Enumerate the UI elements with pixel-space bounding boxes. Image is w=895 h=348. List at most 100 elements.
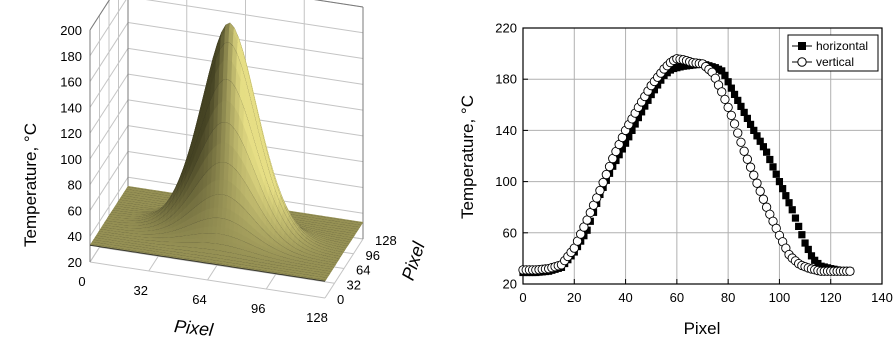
legend: horizontal vertical [787, 34, 879, 72]
point-vertical [755, 186, 765, 196]
point-horizontal [734, 96, 742, 104]
point-vertical [752, 178, 762, 188]
x-tick-label: 40 [618, 290, 632, 305]
point-vertical [726, 110, 736, 121]
point-horizontal [718, 67, 726, 75]
point-vertical [729, 119, 740, 129]
legend-label-horizontal: horizontal [816, 39, 868, 53]
legend-label-vertical: vertical [816, 55, 854, 69]
point-horizontal [654, 81, 662, 89]
x-tick-label-3d: 0 [78, 274, 85, 289]
plot-x-axis-label: Pixel [684, 319, 721, 338]
point-horizontal [743, 114, 751, 122]
y-tick-label: 20 [503, 277, 517, 292]
point-horizontal [730, 90, 739, 98]
point-vertical [845, 266, 855, 276]
z-tick-label: 100 [60, 152, 82, 167]
point-horizontal [628, 126, 636, 134]
z-tick-label: 200 [60, 23, 82, 38]
surface-y-axis-label: Pixel [398, 239, 429, 283]
x-tick-label: 80 [721, 290, 735, 305]
x-tick-label: 140 [871, 290, 893, 305]
x-tick-label-3d: 128 [306, 310, 328, 325]
z-tick-label: 120 [60, 126, 82, 141]
point-horizontal [766, 155, 774, 164]
point-horizontal [621, 139, 630, 147]
point-horizontal [721, 71, 729, 79]
point-horizontal [740, 108, 748, 116]
surface-z-axis-label: Temperature, °C [21, 123, 40, 247]
box-edge [314, 0, 364, 8]
point-horizontal [756, 137, 764, 145]
point-horizontal [772, 170, 780, 178]
surface-x-axis-label: Pixel [173, 316, 215, 340]
x-tick-label-3d: 32 [134, 283, 148, 298]
point-horizontal [804, 245, 812, 254]
point-horizontal [618, 145, 626, 153]
point-horizontal [759, 143, 768, 151]
point-vertical [749, 170, 759, 180]
point-horizontal [807, 252, 816, 260]
point-horizontal [795, 222, 803, 230]
surface-mesh [89, 22, 364, 282]
point-vertical [604, 161, 615, 172]
x-tick-label: 100 [769, 290, 791, 305]
point-horizontal [782, 192, 790, 200]
point-vertical [723, 102, 733, 113]
point-horizontal [753, 132, 761, 140]
surface-tick-labels: 2040608010012014016018020003264961280326… [60, 23, 396, 325]
y-tick-label-3d: 64 [356, 263, 370, 278]
x-tick-label: 120 [820, 290, 842, 305]
point-vertical [736, 137, 746, 147]
point-vertical [742, 154, 753, 164]
point-horizontal [644, 96, 652, 104]
x-tick-label: 60 [670, 290, 684, 305]
point-horizontal [801, 239, 809, 247]
point-horizontal [763, 148, 771, 156]
plot-y-axis-label: Temperature, °C [458, 95, 477, 219]
z-tick-label: 160 [60, 75, 82, 90]
point-horizontal [750, 126, 758, 134]
plot-area-border [522, 27, 883, 285]
x-tick-label-3d: 64 [192, 292, 206, 307]
point-vertical [598, 177, 608, 188]
y-tick-label: 140 [495, 123, 517, 138]
x-tick-label-3d: 96 [251, 301, 265, 316]
point-horizontal [637, 108, 646, 116]
y-tick-label-3d: 96 [366, 248, 380, 263]
point-horizontal [631, 120, 639, 128]
box-edge [89, 0, 110, 31]
point-horizontal [647, 90, 655, 99]
y-tick-label-3d: 0 [337, 292, 344, 307]
point-horizontal [724, 78, 732, 86]
series-vertical [518, 54, 855, 276]
y-tick-label: 100 [495, 174, 517, 189]
point-vertical [745, 162, 756, 172]
point-horizontal [798, 231, 806, 239]
z-tick-label: 20 [68, 255, 82, 270]
floor-gridline [324, 238, 364, 299]
point-horizontal [737, 102, 745, 110]
legend-marker-vertical [797, 57, 807, 67]
point-vertical [595, 185, 605, 196]
point-vertical [720, 94, 730, 105]
y-tick-label: 220 [495, 21, 517, 36]
point-horizontal [634, 114, 642, 122]
point-horizontal [727, 84, 735, 92]
point-horizontal [788, 206, 796, 214]
plot-series [518, 54, 855, 277]
z-tick-label: 80 [68, 178, 82, 193]
point-horizontal [650, 86, 659, 94]
point-horizontal [769, 163, 777, 171]
x-tick-label: 20 [567, 290, 581, 305]
point-horizontal [791, 214, 800, 222]
surface-front-edge [89, 244, 326, 282]
surface-plot: 2040608010012014016018020003264961280326… [21, 0, 429, 340]
point-vertical [601, 169, 611, 180]
legend-marker-horizontal [798, 42, 806, 50]
point-horizontal [785, 199, 793, 207]
point-vertical [739, 146, 749, 156]
